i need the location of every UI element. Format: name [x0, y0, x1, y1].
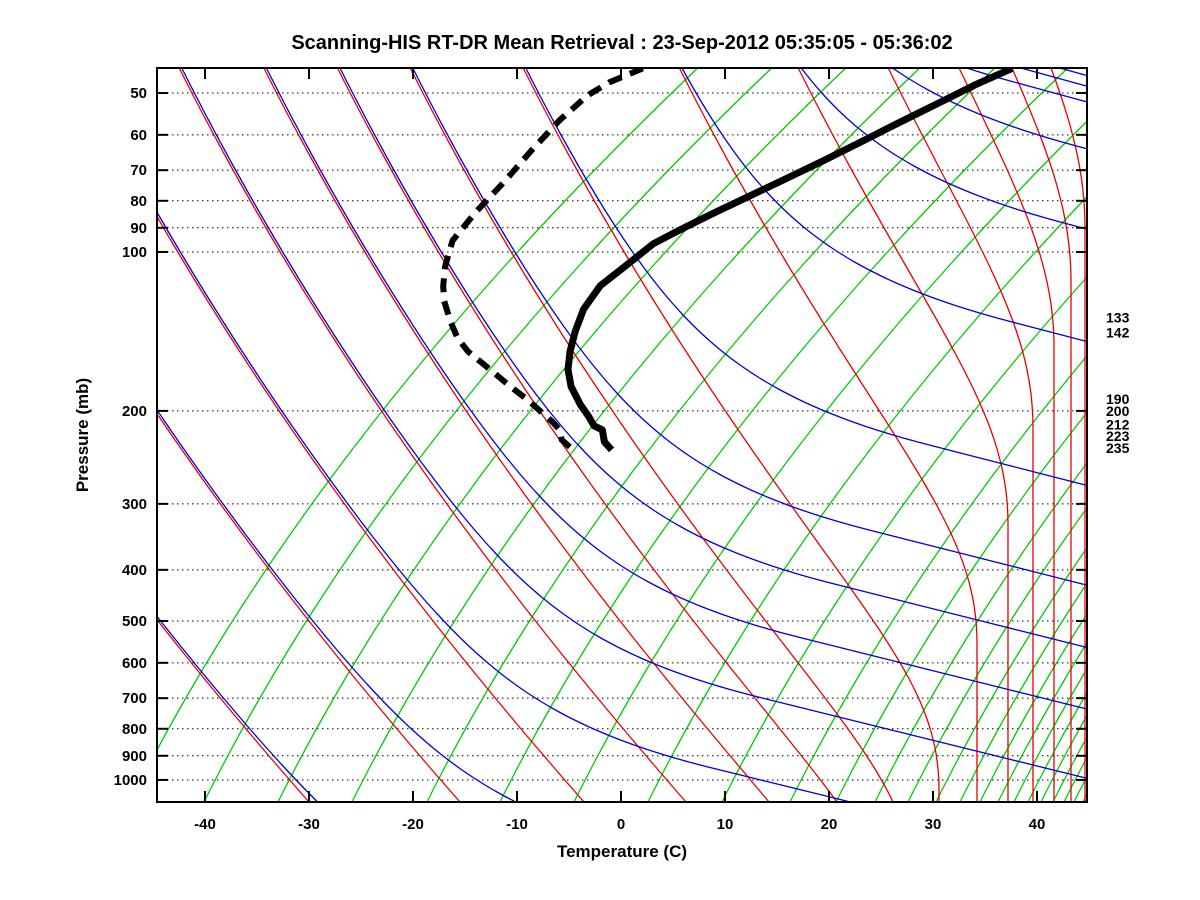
pressure-annotation-133: 133	[1106, 309, 1130, 325]
x-tick-label-20: 20	[821, 816, 838, 833]
x-axis-label: Temperature (C)	[557, 842, 687, 861]
x-tick-label-40: 40	[1029, 816, 1046, 833]
y-tick-label-100: 100	[122, 244, 147, 261]
pressure-annotation-223: 223	[1106, 428, 1130, 444]
y-tick-label-60: 60	[130, 127, 147, 144]
y-tick-label-500: 500	[122, 613, 147, 630]
y-tick-label-90: 90	[130, 220, 147, 237]
plot-border	[156, 67, 1088, 803]
pressure-annotation-142: 142	[1106, 324, 1130, 340]
y-tick-label-900: 900	[122, 748, 147, 765]
y-tick-label-200: 200	[122, 403, 147, 420]
y-tick-label-400: 400	[122, 562, 147, 579]
y-axis-label: Pressure (mb)	[73, 378, 92, 492]
pressure-annotation-200: 200	[1106, 403, 1130, 419]
y-tick-label-80: 80	[130, 193, 147, 210]
x-tick-label-10: 10	[717, 816, 734, 833]
x-tick-label--10: -10	[506, 816, 528, 833]
axis-tick-labels: -40 -30 -20 -10 0 10 20 30 40 50 60 70 80 90 100 200 300…	[114, 85, 1046, 833]
moist-adiabat-lines	[157, 68, 1087, 802]
y-tick-label-700: 700	[122, 690, 147, 707]
y-tick-label-800: 800	[122, 721, 147, 738]
y-tick-label-70: 70	[130, 162, 147, 179]
isotherm-diagonal-lines	[157, 68, 1087, 802]
x-tick-label-30: 30	[925, 816, 942, 833]
pressure-annotation-190: 190	[1106, 391, 1130, 407]
axis-ticks	[157, 68, 1087, 802]
y-tick-label-50: 50	[130, 85, 147, 102]
dewpoint-retrieval-curve	[440, 68, 644, 454]
dry-adiabat-lines	[157, 68, 1086, 802]
x-tick-label--30: -30	[298, 816, 320, 833]
sounding-curves	[440, 68, 1014, 454]
y-tick-label-300: 300	[122, 496, 147, 513]
y-tick-label-600: 600	[122, 655, 147, 672]
temperature-retrieval-curve	[564, 68, 1014, 453]
y-tick-label-1000: 1000	[114, 772, 147, 789]
pressure-annotation-212: 212	[1106, 416, 1130, 432]
chart-title: Scanning-HIS RT-DR Mean Retrieval : 23-S…	[291, 32, 952, 54]
x-tick-label--40: -40	[194, 816, 216, 833]
pressure-annotation-235: 235	[1106, 440, 1130, 456]
x-tick-label-0: 0	[617, 816, 625, 833]
x-tick-label--20: -20	[402, 816, 424, 833]
